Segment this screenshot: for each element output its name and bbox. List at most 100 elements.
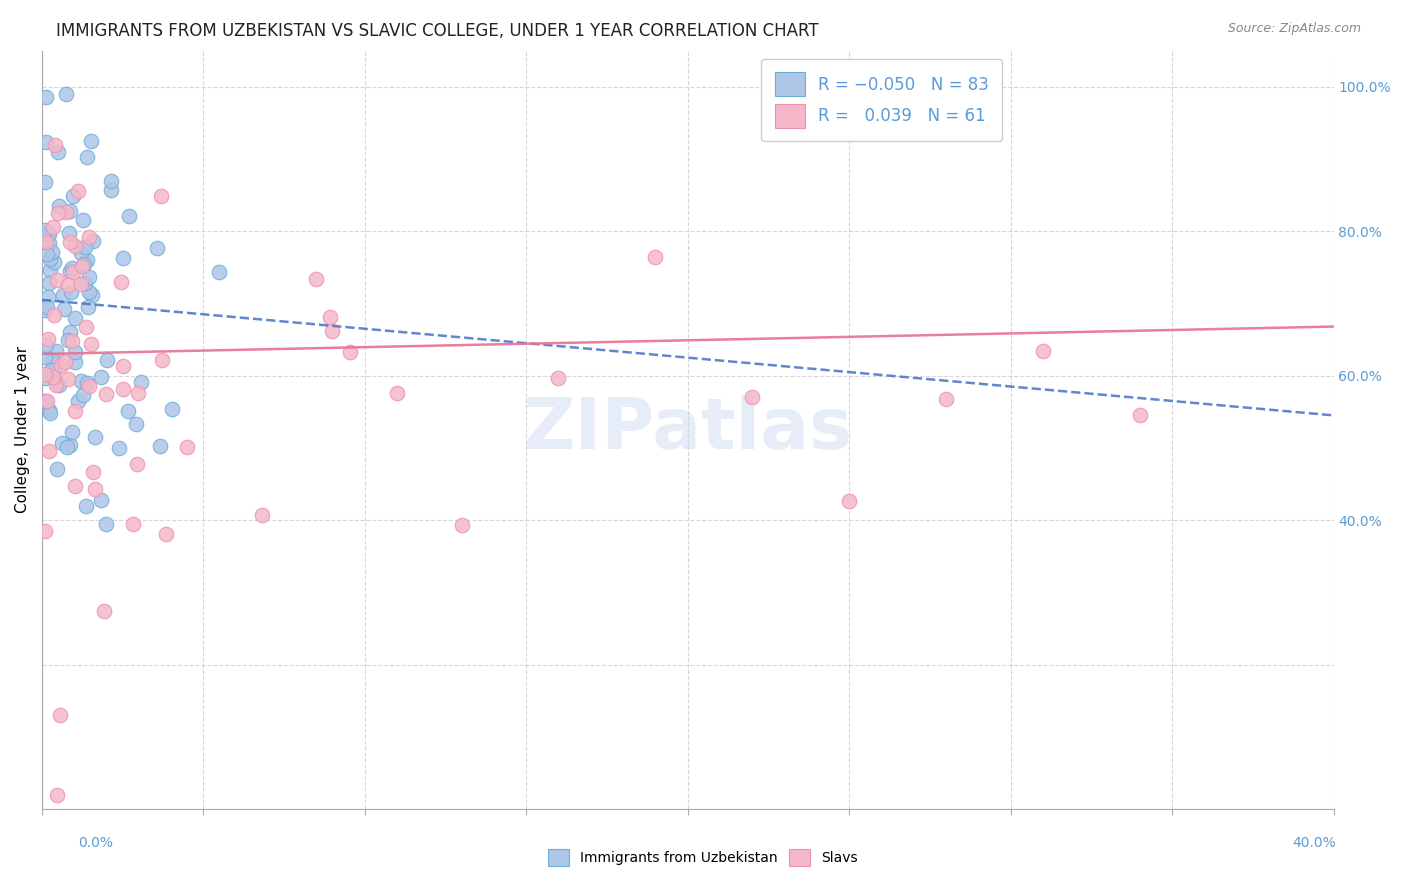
Point [70,246,93,260]
Point [305,272,328,286]
Point [117,210,139,224]
Text: ZIPatlas: ZIPatlas [523,395,852,465]
Point [48,199,70,213]
Point [149,189,172,203]
Point [34,371,56,385]
Point [60,425,83,439]
Point [66,394,89,409]
Point [75,499,97,513]
Point [60,334,83,348]
Point [34,302,56,317]
Point [38,406,60,420]
Point [149,439,172,453]
Point [76,301,98,315]
Legend: Immigrants from Uzbekistan, Slavs: Immigrants from Uzbekistan, Slavs [543,844,863,871]
Point [56,333,79,347]
Point [112,382,135,396]
Point [41,245,63,260]
Point [52,288,75,302]
Point [44,255,66,269]
Point [35,135,58,149]
Point [60,261,83,276]
Point [96,387,118,401]
Point [339,345,361,359]
Point [60,285,83,299]
Point [59,325,82,339]
Point [35,394,58,409]
Point [111,359,134,373]
Point [44,137,66,152]
Point [38,276,60,290]
Point [318,310,340,324]
Point [100,183,122,197]
Point [34,338,56,352]
Point [48,708,70,723]
Point [82,235,104,249]
Point [34,350,56,364]
Point [82,466,104,480]
Point [55,204,77,219]
Point [39,363,62,377]
Point [80,134,103,148]
Point [59,203,82,218]
Text: Source: ZipAtlas.com: Source: ZipAtlas.com [1227,22,1361,36]
Point [46,206,69,220]
Point [45,378,67,392]
Point [96,353,118,368]
Point [77,270,100,285]
Point [53,301,76,316]
Point [77,379,100,393]
Point [53,355,76,369]
Point [46,462,69,476]
Point [146,241,169,255]
Point [82,287,104,301]
Point [125,417,148,431]
Point [176,440,198,454]
Point [84,483,107,497]
Point [90,370,112,384]
Point [42,220,65,235]
Point [80,337,103,351]
Point [59,264,82,278]
Point [48,378,70,392]
Point [117,404,139,418]
Text: IMMIGRANTS FROM UZBEKISTAN VS SLAVIC COLLEGE, UNDER 1 YEAR CORRELATION CHART: IMMIGRANTS FROM UZBEKISTAN VS SLAVIC COL… [56,22,818,40]
Point [37,290,59,304]
Legend: R = −0.050   N = 83, R =   0.039   N = 61: R = −0.050 N = 83, R = 0.039 N = 61 [762,59,1002,141]
Point [73,240,96,254]
Point [1129,409,1152,423]
Point [44,308,66,322]
Point [76,376,98,390]
Point [35,246,58,260]
Point [935,392,957,406]
Point [65,239,87,253]
Point [58,226,80,240]
Point [62,189,84,203]
Point [45,344,67,359]
Point [76,149,98,163]
Point [127,385,149,400]
Y-axis label: College, Under 1 year: College, Under 1 year [15,346,30,514]
Point [63,478,86,492]
Point [84,430,107,444]
Point [65,404,87,418]
Point [100,174,122,188]
Point [450,518,472,533]
Point [62,265,84,279]
Point [34,222,56,236]
Point [56,441,79,455]
Point [46,273,69,287]
Point [35,89,58,103]
Point [321,324,343,338]
Point [741,390,763,404]
Point [93,604,115,618]
Point [56,277,79,292]
Point [44,364,66,378]
Point [90,492,112,507]
Point [108,441,131,455]
Point [41,370,63,384]
Text: 0.0%: 0.0% [79,836,112,850]
Point [547,371,569,385]
Point [75,319,97,334]
Point [49,358,72,372]
